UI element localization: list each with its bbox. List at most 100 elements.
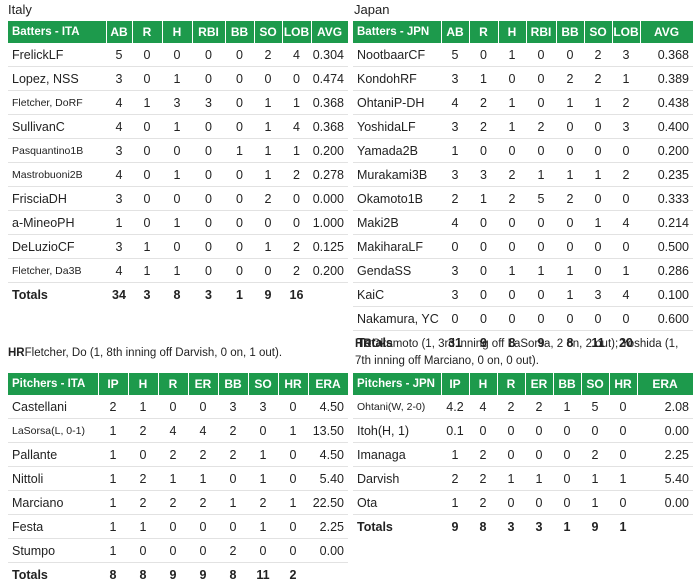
stat-cell: 2.08 bbox=[637, 395, 693, 419]
stat-cell: 0.389 bbox=[640, 67, 693, 91]
stat-cell: 0 bbox=[497, 491, 525, 515]
stat-cell: 0 bbox=[584, 115, 612, 139]
stat-cell: 0 bbox=[556, 115, 584, 139]
pitcher-name: Itoh(H, 1) bbox=[353, 419, 441, 443]
stat-cell: 0 bbox=[498, 235, 526, 259]
batter-name: SullivanC bbox=[8, 115, 106, 139]
column-header: ERA bbox=[637, 373, 693, 395]
stat-cell: 0 bbox=[158, 395, 188, 419]
stat-cell: 1 bbox=[278, 419, 308, 443]
stat-cell: 1 bbox=[556, 163, 584, 187]
stat-cell: 3 bbox=[612, 43, 640, 67]
totals-label: Totals bbox=[8, 283, 106, 307]
stat-cell: 4.50 bbox=[308, 395, 348, 419]
batter-name: GendaSS bbox=[353, 259, 441, 283]
stat-cell: 0 bbox=[469, 139, 498, 163]
column-header: RBI bbox=[192, 21, 225, 43]
stat-cell: 0 bbox=[526, 283, 556, 307]
stat-cell: 1 bbox=[132, 235, 162, 259]
stat-cell: 0.100 bbox=[640, 283, 693, 307]
stat-cell: 0 bbox=[469, 235, 498, 259]
pitcher-name: Imanaga bbox=[353, 443, 441, 467]
stat-cell: 1 bbox=[188, 467, 218, 491]
stat-cell: 3 bbox=[469, 163, 498, 187]
stat-cell: 2.25 bbox=[308, 515, 348, 539]
stat-cell: 0 bbox=[254, 259, 282, 283]
stat-cell: 0 bbox=[612, 307, 640, 331]
stat-cell: 0 bbox=[469, 259, 498, 283]
stat-cell: 1 bbox=[526, 163, 556, 187]
stat-cell: 4 bbox=[106, 163, 132, 187]
japan-hr-text: Okamoto (1, 3rd inning off LaSorsa, 2 on… bbox=[355, 338, 678, 367]
stat-cell: 0 bbox=[132, 163, 162, 187]
stat-cell: 1 bbox=[609, 515, 637, 539]
stat-cell: 0 bbox=[498, 67, 526, 91]
batter-name: NootbaarCF bbox=[353, 43, 441, 67]
stat-cell: 0 bbox=[469, 211, 498, 235]
stat-cell: 2 bbox=[612, 91, 640, 115]
stat-cell: 0.00 bbox=[308, 539, 348, 563]
stat-cell: 0 bbox=[162, 139, 192, 163]
stat-cell: 16 bbox=[282, 283, 311, 307]
stat-cell: 0 bbox=[498, 139, 526, 163]
stat-cell: 0 bbox=[132, 115, 162, 139]
stat-cell: 1 bbox=[553, 395, 581, 419]
stat-cell bbox=[308, 563, 348, 586]
stat-cell: 2 bbox=[128, 419, 158, 443]
stat-cell: 1 bbox=[128, 515, 158, 539]
pitcher-name: Castellani bbox=[8, 395, 98, 419]
stat-cell: 2 bbox=[158, 491, 188, 515]
stat-cell: 1 bbox=[584, 91, 612, 115]
column-header: Pitchers - ITA bbox=[8, 373, 98, 395]
stat-cell: 0.368 bbox=[311, 115, 348, 139]
stat-cell: 2 bbox=[469, 91, 498, 115]
stat-cell: 5 bbox=[106, 43, 132, 67]
stat-cell: 0.200 bbox=[311, 139, 348, 163]
stat-cell: 4.2 bbox=[441, 395, 469, 419]
stat-cell: 4 bbox=[612, 283, 640, 307]
stat-cell: 0 bbox=[248, 539, 278, 563]
stat-cell: 1 bbox=[441, 491, 469, 515]
stat-cell: 0 bbox=[498, 307, 526, 331]
stat-cell: 1 bbox=[498, 91, 526, 115]
pitcher-name: Festa bbox=[8, 515, 98, 539]
stat-cell: 1 bbox=[556, 283, 584, 307]
stat-cell: 0.438 bbox=[640, 91, 693, 115]
stat-cell: 0 bbox=[192, 163, 225, 187]
stat-cell: 2 bbox=[441, 467, 469, 491]
column-header: R bbox=[132, 21, 162, 43]
stat-cell: 8 bbox=[218, 563, 248, 586]
stat-cell: 0 bbox=[192, 235, 225, 259]
stat-cell: 0 bbox=[225, 67, 254, 91]
batter-name: Murakami3B bbox=[353, 163, 441, 187]
batter-name: Lopez, NSS bbox=[8, 67, 106, 91]
stat-cell: 2 bbox=[254, 187, 282, 211]
batter-name: Pasquantino1B bbox=[8, 139, 106, 163]
stat-cell: 5 bbox=[526, 187, 556, 211]
column-header: IP bbox=[441, 373, 469, 395]
stat-cell: 0 bbox=[612, 139, 640, 163]
stat-cell: 1 bbox=[98, 491, 128, 515]
stat-cell: 0 bbox=[188, 395, 218, 419]
column-header: BB bbox=[553, 373, 581, 395]
stat-cell: 2 bbox=[158, 443, 188, 467]
stat-cell: 0.278 bbox=[311, 163, 348, 187]
stat-cell: 2 bbox=[218, 539, 248, 563]
stat-cell: 0.000 bbox=[311, 187, 348, 211]
stat-cell: 0 bbox=[525, 443, 553, 467]
stat-cell: 1 bbox=[158, 467, 188, 491]
stat-cell: 1 bbox=[581, 491, 609, 515]
stat-cell: 0.304 bbox=[311, 43, 348, 67]
column-header: SO bbox=[581, 373, 609, 395]
stat-cell: 0.00 bbox=[637, 419, 693, 443]
stat-cell: 1 bbox=[254, 235, 282, 259]
stat-cell: 0 bbox=[192, 259, 225, 283]
